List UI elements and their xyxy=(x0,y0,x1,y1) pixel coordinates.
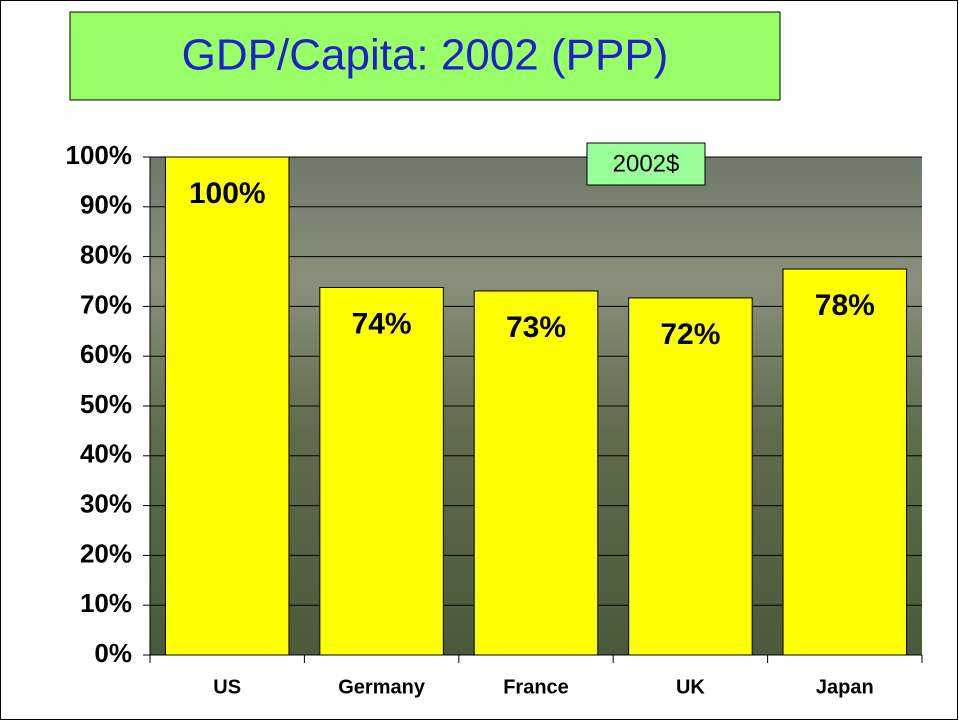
y-tick-label: 90% xyxy=(80,190,132,220)
chart-title: GDP/Capita: 2002 (PPP) xyxy=(182,31,669,80)
y-tick-label: 60% xyxy=(80,339,132,369)
annotation: 2002$ xyxy=(613,150,680,177)
y-tick-label: 30% xyxy=(80,488,132,518)
data-label: 78% xyxy=(815,289,875,322)
bar xyxy=(474,291,598,655)
y-tick-label: 0% xyxy=(94,638,132,668)
x-tick-label: US xyxy=(213,676,241,698)
data-label: 100% xyxy=(189,177,266,210)
y-tick-label: 100% xyxy=(66,140,133,170)
bar xyxy=(629,298,753,655)
y-tick-label: 80% xyxy=(80,239,132,269)
data-label: 74% xyxy=(352,307,412,340)
x-tick-label: France xyxy=(503,676,569,698)
bar xyxy=(165,157,289,655)
y-tick-label: 50% xyxy=(80,389,132,419)
chart: GDP/Capita: 2002 (PPP) 100%74%73%72%78% … xyxy=(0,0,959,721)
y-tick-label: 20% xyxy=(80,538,132,568)
data-label: 72% xyxy=(660,318,720,351)
bar xyxy=(783,269,907,655)
y-tick-label: 40% xyxy=(80,439,132,469)
x-tick-label: Japan xyxy=(816,676,874,698)
data-label: 73% xyxy=(506,311,566,344)
x-tick-label: Germany xyxy=(338,676,426,698)
x-tick-label: UK xyxy=(676,676,705,698)
bar xyxy=(320,287,444,655)
y-tick-label: 10% xyxy=(80,588,132,618)
y-tick-label: 70% xyxy=(80,289,132,319)
